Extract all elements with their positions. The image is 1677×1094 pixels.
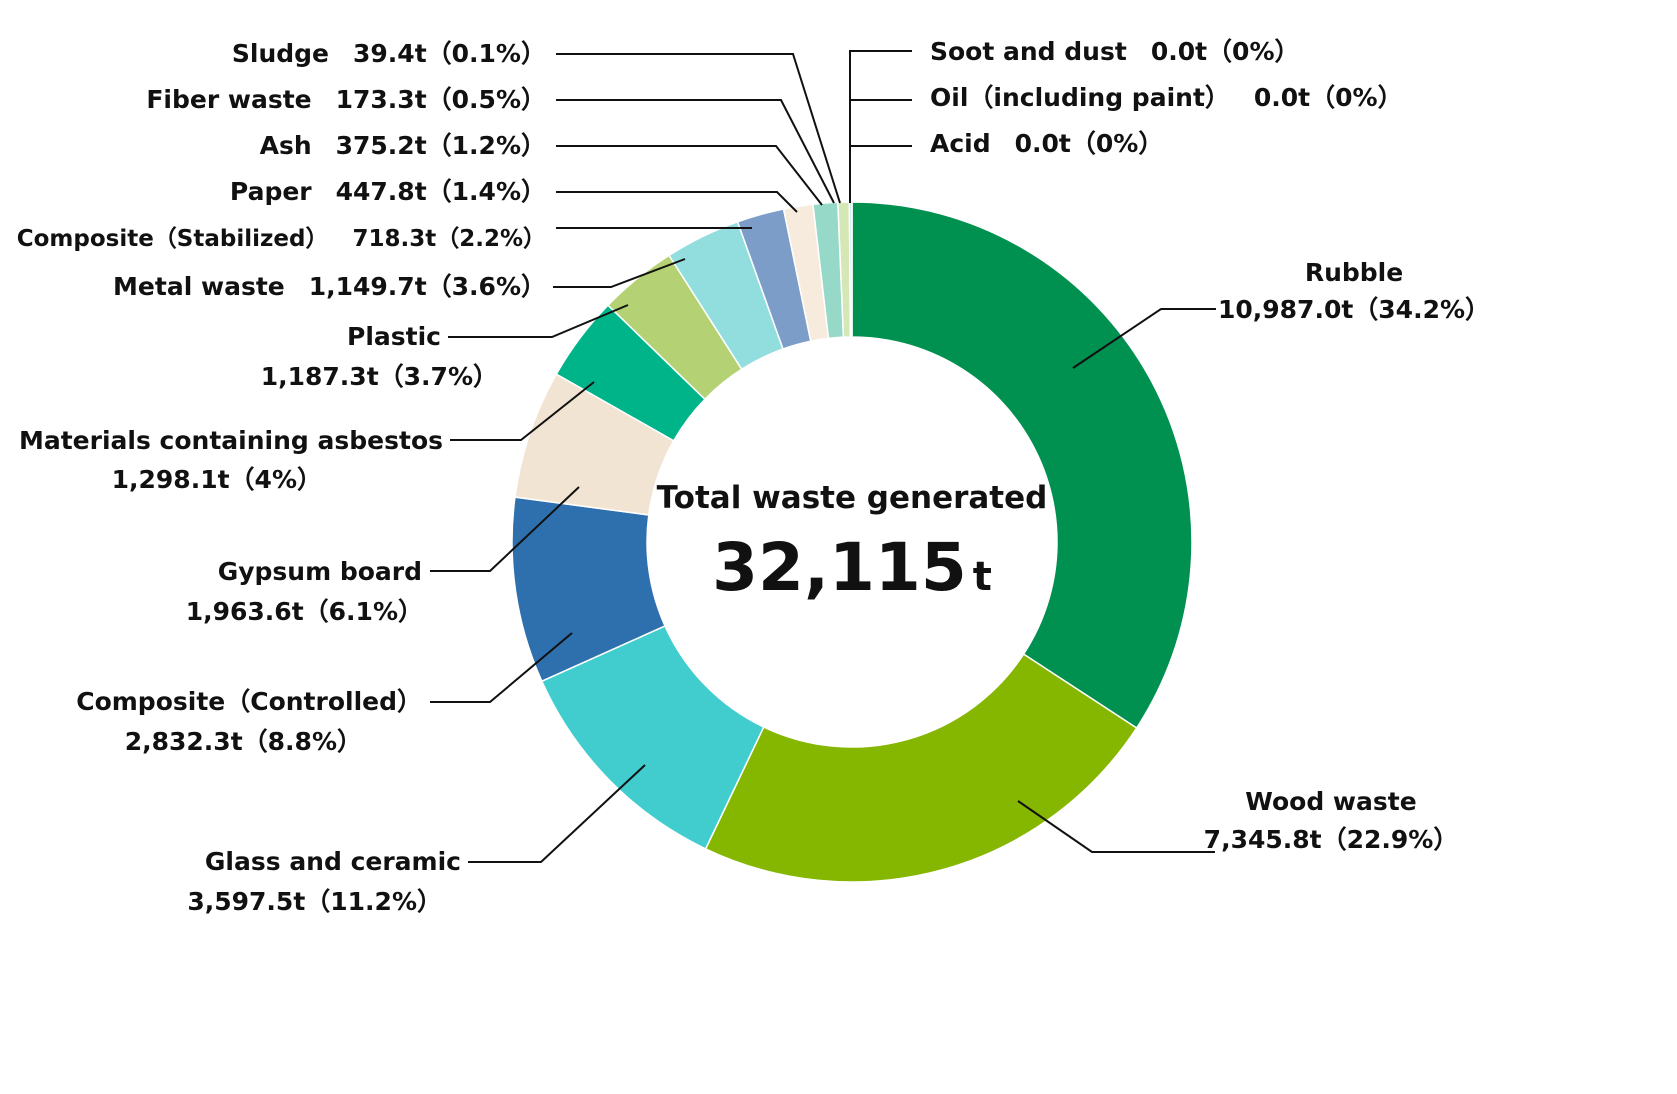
slice-rubble xyxy=(851,201,1193,730)
label-composite-stabilized-value: 718.3t（2.2%） xyxy=(352,225,546,252)
label-gypsum-name: Gypsum board xyxy=(218,557,422,586)
label-soot-value: 0.0t（0%） xyxy=(1151,37,1300,66)
leader-ash xyxy=(556,145,823,206)
label-composite-controlled-name: Composite（Controlled） xyxy=(76,687,422,716)
label-composite-stabilized: Composite（Stabilized） 718.3t（2.2%） xyxy=(17,225,546,252)
leader-soot xyxy=(849,50,912,203)
label-sludge-name: Sludge xyxy=(232,39,329,68)
leader-fiber xyxy=(556,99,835,204)
leader-metal xyxy=(553,258,686,288)
label-soot-name: Soot and dust xyxy=(930,37,1127,66)
leader-glass xyxy=(468,764,646,863)
label-wood-value: 7,345.8t（22.9%） xyxy=(1204,825,1459,854)
label-oil-name: Oil（including paint） xyxy=(930,83,1230,112)
center-total: 32,115 t xyxy=(712,529,992,606)
label-plastic-name: Plastic xyxy=(347,322,441,351)
label-fiber-name: Fiber waste xyxy=(146,85,311,114)
label-metal-name: Metal waste xyxy=(113,272,285,301)
label-fiber: Fiber waste 173.3t（0.5%） xyxy=(146,85,546,114)
label-asbestos-value: 1,298.1t（4%） xyxy=(112,465,322,494)
label-plastic-value: 1,187.3t（3.7%） xyxy=(261,362,498,391)
label-wood-name: Wood waste xyxy=(1245,787,1416,816)
label-ash-value: 375.2t（1.2%） xyxy=(336,131,546,160)
label-oil: Oil（including paint） 0.0t（0%） xyxy=(930,83,1403,112)
label-paper-name: Paper xyxy=(230,177,312,206)
label-sludge-value: 39.4t（0.1%） xyxy=(353,39,546,68)
label-ash: Ash 375.2t（1.2%） xyxy=(260,131,546,160)
leader-asbestos xyxy=(450,381,595,441)
label-metal-value: 1,149.7t（3.6%） xyxy=(309,272,546,301)
label-rubble-value: 10,987.0t（34.2%） xyxy=(1218,295,1490,324)
slice-sludge xyxy=(848,201,853,338)
donut-slices xyxy=(511,201,1193,883)
label-composite-stabilized-name: Composite（Stabilized） xyxy=(17,225,329,252)
label-ash-name: Ash xyxy=(260,131,312,160)
label-fiber-value: 173.3t（0.5%） xyxy=(336,85,546,114)
label-asbestos-name: Materials containing asbestos xyxy=(19,426,443,455)
leader-paper xyxy=(556,191,798,213)
center-total-unit: t xyxy=(973,554,992,600)
center-total-value: 32,115 xyxy=(712,529,967,606)
leader-composite-controlled xyxy=(430,632,573,703)
label-glass-name: Glass and ceramic xyxy=(205,847,461,876)
label-acid-name: Acid xyxy=(930,129,991,158)
label-composite-controlled-value: 2,832.3t（8.8%） xyxy=(125,727,362,756)
slice-wood-waste xyxy=(704,653,1138,883)
leader-sludge xyxy=(556,53,841,204)
label-soot: Soot and dust 0.0t（0%） xyxy=(930,37,1300,66)
leader-wood xyxy=(1017,800,1215,853)
label-glass-value: 3,597.5t（11.2%） xyxy=(187,887,442,916)
label-rubble-name: Rubble xyxy=(1305,258,1403,287)
leader-rubble xyxy=(1072,308,1216,369)
label-acid: Acid 0.0t（0%） xyxy=(930,129,1163,158)
label-sludge: Sludge 39.4t（0.1%） xyxy=(232,39,546,68)
label-paper-value: 447.8t（1.4%） xyxy=(336,177,546,206)
label-metal: Metal waste 1,149.7t（3.6%） xyxy=(113,272,546,301)
leader-gypsum xyxy=(430,486,580,572)
leader-lines xyxy=(430,50,1216,863)
label-oil-value: 0.0t（0%） xyxy=(1254,83,1403,112)
label-paper: Paper 447.8t（1.4%） xyxy=(230,177,546,206)
label-gypsum-value: 1,963.6t（6.1%） xyxy=(186,597,423,626)
leader-plastic xyxy=(448,304,629,338)
center-title: Total waste generated xyxy=(657,480,1048,516)
label-acid-value: 0.0t（0%） xyxy=(1015,129,1164,158)
